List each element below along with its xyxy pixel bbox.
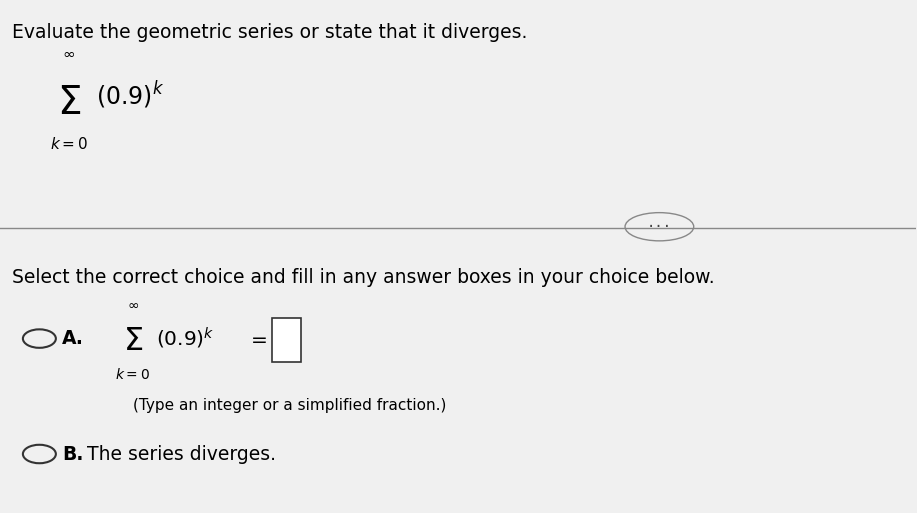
Text: $k=0$: $k=0$ xyxy=(50,135,88,152)
Text: ···: ··· xyxy=(646,220,672,234)
Text: $(0.9)^k$: $(0.9)^k$ xyxy=(156,326,215,351)
Text: B.: B. xyxy=(62,444,83,464)
FancyBboxPatch shape xyxy=(272,318,302,362)
Text: $\Sigma$: $\Sigma$ xyxy=(123,326,143,357)
Text: Evaluate the geometric series or state that it diverges.: Evaluate the geometric series or state t… xyxy=(12,23,527,42)
Text: $(0.9)^k$: $(0.9)^k$ xyxy=(96,79,164,111)
Text: The series diverges.: The series diverges. xyxy=(87,444,276,464)
Text: $=$: $=$ xyxy=(248,329,268,348)
Text: $k=0$: $k=0$ xyxy=(116,367,150,382)
Text: $\infty$: $\infty$ xyxy=(127,298,138,312)
Text: $\infty$: $\infty$ xyxy=(62,46,75,62)
Text: (Type an integer or a simplified fraction.): (Type an integer or a simplified fractio… xyxy=(133,398,447,413)
Text: $\Sigma$: $\Sigma$ xyxy=(57,84,81,122)
Text: A.: A. xyxy=(62,329,84,348)
Ellipse shape xyxy=(625,212,694,241)
Text: Select the correct choice and fill in any answer boxes in your choice below.: Select the correct choice and fill in an… xyxy=(12,267,714,287)
